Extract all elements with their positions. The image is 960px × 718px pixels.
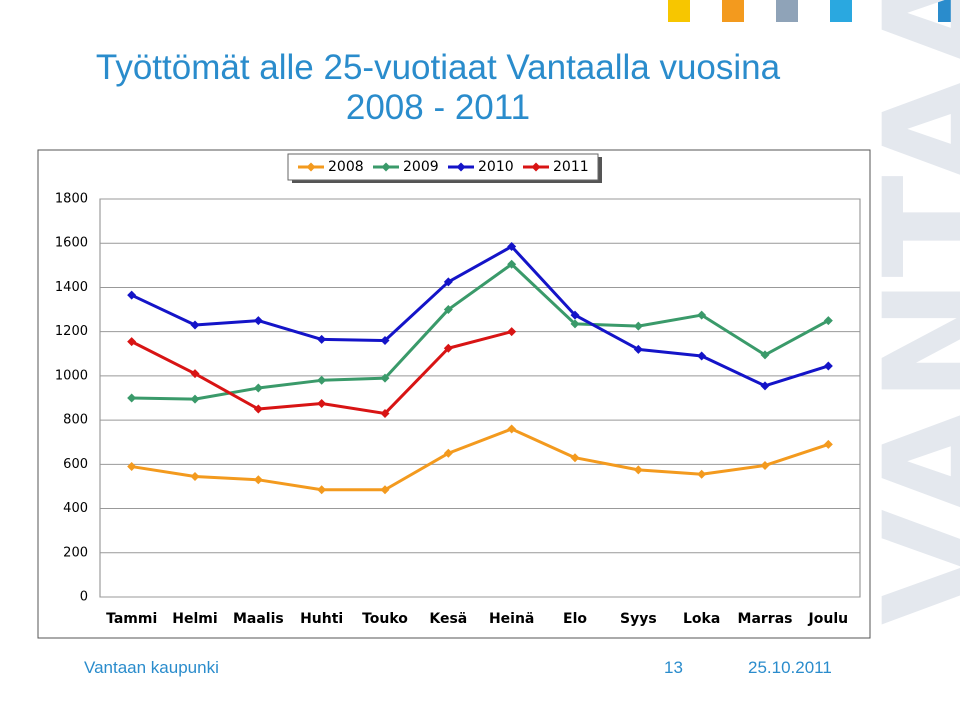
y-tick-label: 400 xyxy=(63,501,88,516)
footer-organization: Vantaan kaupunki xyxy=(84,658,219,677)
x-tick-label: Syys xyxy=(620,611,657,627)
legend-label: 2010 xyxy=(478,159,514,175)
data-point xyxy=(190,369,200,379)
legend-marker xyxy=(456,162,466,172)
data-point xyxy=(253,404,263,414)
data-point xyxy=(127,290,137,300)
chart-frame xyxy=(37,149,871,639)
data-point xyxy=(127,462,137,472)
decor-square xyxy=(938,0,960,22)
data-point xyxy=(633,465,643,475)
y-tick-label: 1600 xyxy=(55,236,88,251)
y-tick-label: 1000 xyxy=(55,368,88,383)
y-tick-label: 1400 xyxy=(55,280,88,295)
data-point xyxy=(380,373,390,383)
data-point xyxy=(570,453,580,463)
data-point xyxy=(507,424,517,434)
footer-page: 13 xyxy=(664,658,683,677)
data-point xyxy=(190,320,200,330)
data-point xyxy=(443,277,453,287)
data-point xyxy=(697,351,707,361)
footer-date: 25.10.2011 xyxy=(748,658,832,677)
y-tick-label: 800 xyxy=(63,413,88,428)
data-point xyxy=(697,310,707,320)
data-point xyxy=(253,316,263,326)
data-point xyxy=(507,259,517,269)
data-point xyxy=(570,310,580,320)
data-point xyxy=(190,471,200,481)
data-point xyxy=(507,242,517,252)
x-tick-label: Kesä xyxy=(429,611,467,627)
data-point xyxy=(317,334,327,344)
x-tick-label: Maalis xyxy=(233,611,284,627)
watermark: VANTAA xyxy=(853,0,960,625)
data-point xyxy=(317,375,327,385)
x-tick-label: Huhti xyxy=(300,611,343,627)
data-point xyxy=(823,361,833,371)
y-tick-label: 600 xyxy=(63,457,88,472)
data-point xyxy=(823,316,833,326)
legend-label: 2009 xyxy=(403,159,439,175)
data-point xyxy=(823,439,833,449)
y-tick-label: 0 xyxy=(80,590,88,605)
x-tick-label: Tammi xyxy=(106,611,157,627)
y-tick-label: 1200 xyxy=(55,324,88,339)
data-point xyxy=(760,350,770,360)
data-point xyxy=(190,394,200,404)
y-tick-label: 1800 xyxy=(55,192,88,207)
data-point xyxy=(380,485,390,495)
legend-marker xyxy=(381,162,391,172)
slide-title: Työttömät alle 25-vuotiaat Vantaalla vuo… xyxy=(95,48,781,127)
decor-square xyxy=(776,0,798,22)
legend-label: 2008 xyxy=(328,159,364,175)
decor-square xyxy=(884,0,906,22)
series-line xyxy=(131,245,829,388)
legend-marker xyxy=(531,162,541,172)
decor-square xyxy=(668,0,690,22)
data-point xyxy=(317,399,327,409)
legend-marker xyxy=(306,162,316,172)
data-point xyxy=(697,469,707,479)
data-point xyxy=(317,485,327,495)
data-point xyxy=(507,327,517,337)
decor-square xyxy=(722,0,744,22)
data-point xyxy=(760,381,770,391)
data-point xyxy=(127,393,137,403)
x-tick-label: Marras xyxy=(738,611,793,627)
x-tick-label: Helmi xyxy=(172,611,217,627)
x-tick-label: Heinä xyxy=(489,611,534,627)
data-point xyxy=(443,343,453,353)
y-tick-label: 200 xyxy=(63,545,88,560)
x-tick-label: Touko xyxy=(362,611,408,627)
x-tick-label: Loka xyxy=(683,611,720,627)
data-point xyxy=(253,383,263,393)
data-point xyxy=(127,337,137,347)
data-point xyxy=(380,336,390,346)
series-line xyxy=(131,427,829,492)
series-line xyxy=(131,262,830,401)
data-point xyxy=(570,319,580,329)
data-point xyxy=(633,321,643,331)
data-point xyxy=(443,448,453,458)
data-point xyxy=(443,305,453,315)
x-tick-label: Elo xyxy=(563,611,587,627)
x-tick-label: Joulu xyxy=(808,611,849,627)
data-point xyxy=(633,344,643,354)
legend-label: 2011 xyxy=(553,159,589,175)
decor-square xyxy=(830,0,852,22)
data-point xyxy=(253,475,263,485)
data-point xyxy=(380,408,390,418)
data-point xyxy=(760,460,770,470)
